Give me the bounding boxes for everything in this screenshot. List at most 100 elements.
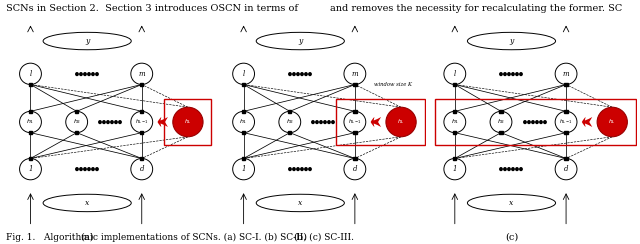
Text: d: d — [140, 165, 144, 173]
Circle shape — [597, 107, 627, 137]
Circle shape — [233, 63, 255, 84]
Circle shape — [233, 111, 255, 133]
Circle shape — [555, 63, 577, 84]
Circle shape — [490, 111, 512, 133]
Text: $h_2$: $h_2$ — [497, 118, 505, 126]
Ellipse shape — [256, 32, 344, 50]
Bar — [564, 131, 568, 134]
Bar — [453, 157, 456, 160]
Bar — [453, 131, 456, 134]
Text: $h_2$: $h_2$ — [285, 118, 294, 126]
Bar — [499, 131, 502, 134]
Circle shape — [279, 111, 301, 133]
Ellipse shape — [256, 194, 344, 212]
Bar — [453, 83, 456, 86]
Text: $h_L$: $h_L$ — [397, 118, 405, 126]
Bar — [242, 110, 245, 113]
Bar — [29, 83, 32, 86]
Text: x: x — [509, 199, 514, 207]
Text: $h_{L-1}$: $h_{L-1}$ — [348, 118, 362, 126]
Text: d: d — [564, 165, 568, 173]
Bar — [140, 131, 143, 134]
Bar — [29, 110, 32, 113]
Ellipse shape — [43, 32, 131, 50]
Text: ●●●●●●: ●●●●●● — [288, 166, 312, 172]
Bar — [499, 110, 502, 113]
Bar — [75, 131, 78, 134]
Text: ●●●●●●: ●●●●●● — [75, 166, 99, 172]
Text: ●●●●●●: ●●●●●● — [99, 119, 122, 125]
Bar — [140, 157, 143, 160]
Bar — [353, 131, 356, 134]
Bar — [353, 157, 356, 160]
Text: m: m — [563, 70, 570, 78]
Text: m: m — [138, 70, 145, 78]
Text: (b): (b) — [293, 233, 307, 242]
Circle shape — [386, 107, 416, 137]
Bar — [140, 83, 143, 86]
Bar — [453, 110, 456, 113]
Bar — [242, 131, 245, 134]
Bar — [29, 131, 32, 134]
Bar — [288, 131, 291, 134]
Circle shape — [131, 159, 153, 180]
Circle shape — [444, 111, 466, 133]
Text: ●●●●●●: ●●●●●● — [523, 119, 547, 125]
Circle shape — [444, 159, 466, 180]
Ellipse shape — [467, 194, 556, 212]
Text: m: m — [351, 70, 358, 78]
Bar — [140, 110, 143, 113]
Text: $h_{L-1}$: $h_{L-1}$ — [559, 118, 573, 126]
Text: and removes the necessity for recalculating the former. SC: and removes the necessity for recalculat… — [330, 4, 622, 13]
Text: $h_L$: $h_L$ — [184, 118, 192, 126]
Text: (a): (a) — [81, 233, 94, 242]
Circle shape — [344, 159, 366, 180]
Circle shape — [344, 63, 366, 84]
Text: ●●●●●●: ●●●●●● — [499, 71, 524, 77]
Text: ●●●●●●: ●●●●●● — [499, 166, 524, 172]
Text: ●●●●●●: ●●●●●● — [312, 119, 335, 125]
Text: $h_2$: $h_2$ — [72, 118, 81, 126]
Text: d: d — [353, 165, 357, 173]
Bar — [75, 110, 78, 113]
Text: $h_L$: $h_L$ — [609, 118, 616, 126]
Bar — [564, 83, 568, 86]
Text: y: y — [85, 37, 90, 45]
Bar — [353, 110, 356, 113]
Circle shape — [555, 111, 577, 133]
Circle shape — [131, 111, 153, 133]
Bar — [242, 157, 245, 160]
Circle shape — [173, 107, 203, 137]
Circle shape — [444, 63, 466, 84]
Bar — [288, 110, 291, 113]
Circle shape — [20, 159, 42, 180]
Bar — [29, 157, 32, 160]
Text: $h_{L-1}$: $h_{L-1}$ — [135, 118, 148, 126]
Text: 1: 1 — [452, 165, 457, 173]
Text: SCNs in Section 2.  Section 3 introduces OSCN in terms of: SCNs in Section 2. Section 3 introduces … — [6, 4, 298, 13]
Bar — [564, 157, 568, 160]
Bar — [564, 110, 568, 113]
Text: l: l — [29, 70, 31, 78]
Circle shape — [344, 111, 366, 133]
Bar — [435, 99, 636, 145]
Text: ●●●●●●: ●●●●●● — [75, 71, 99, 77]
Text: $h_1$: $h_1$ — [26, 118, 35, 126]
Text: x: x — [85, 199, 90, 207]
Ellipse shape — [467, 32, 556, 50]
Bar — [335, 99, 424, 145]
Text: l: l — [243, 70, 244, 78]
Text: 1: 1 — [241, 165, 246, 173]
Bar — [164, 99, 211, 145]
Text: Fig. 1.   Algorithmic implementations of SCNs. (a) SC-I. (b) SC-II. (c) SC-III.: Fig. 1. Algorithmic implementations of S… — [6, 233, 355, 242]
Circle shape — [20, 111, 42, 133]
Ellipse shape — [43, 194, 131, 212]
Circle shape — [233, 159, 255, 180]
Text: y: y — [298, 37, 303, 45]
Text: (c): (c) — [505, 233, 518, 242]
Text: window size K: window size K — [374, 82, 412, 87]
Text: x: x — [298, 199, 303, 207]
Bar — [242, 83, 245, 86]
Text: l: l — [454, 70, 456, 78]
Circle shape — [20, 63, 42, 84]
